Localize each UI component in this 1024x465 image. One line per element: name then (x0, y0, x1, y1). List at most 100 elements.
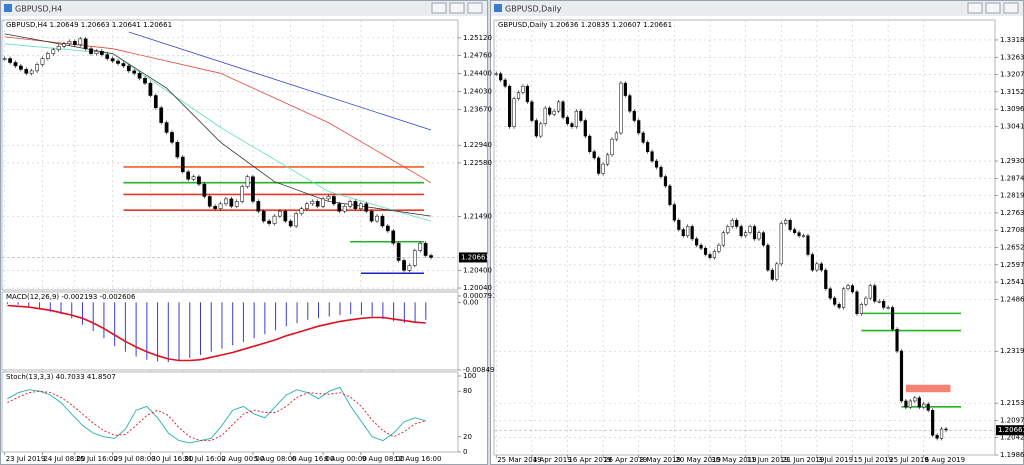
candle (299, 208, 304, 214)
y-tick-label: 1.23195 (1000, 347, 1024, 355)
y-tick-label: -0.00849 (463, 366, 494, 374)
candle (654, 160, 659, 168)
candle (641, 132, 645, 143)
candle (175, 142, 180, 158)
close-button[interactable] (467, 2, 483, 14)
candle (882, 300, 886, 308)
candle (35, 64, 39, 72)
candle (779, 223, 783, 265)
y-tick-label: 1.24400 (463, 69, 492, 77)
candle (828, 288, 832, 299)
y-tick-label: 1.30410 (1000, 122, 1024, 130)
y-tick-label: 1.20420 (1000, 434, 1024, 442)
candle (110, 58, 115, 62)
y-tick-label: 1.26525 (1000, 243, 1024, 251)
y-tick-label: 1.25415 (1000, 278, 1024, 286)
candle (494, 73, 498, 76)
x-tick-label: 29 Jul 08:00 (114, 455, 156, 463)
candle (116, 60, 120, 64)
candle (407, 265, 412, 271)
y-tick-label: 1.33185 (1000, 36, 1024, 44)
candle (864, 297, 868, 305)
y-tick-label: 1.28745 (1000, 174, 1024, 182)
candle (877, 300, 881, 303)
candle (137, 73, 142, 79)
candle (364, 203, 369, 212)
candle (512, 98, 516, 127)
candle (917, 397, 921, 408)
moving-average (4, 33, 432, 217)
candle (126, 65, 131, 72)
y-tick-label: 1.23670 (463, 105, 492, 113)
candle (908, 400, 912, 408)
minimize-button[interactable] (967, 2, 983, 14)
moving-average (128, 31, 432, 131)
x-tick-label: 21 Jun 2019 (782, 456, 824, 464)
y-tick-label: 20 (463, 433, 472, 441)
candle (913, 397, 917, 402)
candle (695, 238, 699, 246)
y-tick-label: 1.20975 (1000, 416, 1024, 424)
candle (677, 219, 681, 230)
window-buttons[interactable] (431, 2, 483, 14)
x-tick-label: 5 Aug 08:00 (254, 455, 297, 463)
x-tick-label: 24 Jul 08:00 (43, 455, 85, 463)
candle (499, 73, 503, 81)
candle (752, 226, 757, 240)
candle (712, 251, 717, 258)
candle (895, 329, 899, 352)
candle (153, 95, 158, 109)
candle (89, 48, 93, 54)
candle (846, 285, 850, 290)
candle (234, 201, 239, 207)
window-title: GBPUSD,H4 (15, 5, 62, 14)
candle (565, 117, 570, 124)
maximize-button[interactable] (449, 2, 465, 14)
y-tick-label: 1.24760 (463, 52, 492, 60)
minimize-button[interactable] (431, 2, 447, 14)
candle (164, 122, 169, 133)
maximize-button[interactable] (985, 2, 1001, 14)
candle (375, 215, 379, 222)
candle (556, 101, 561, 112)
candle (721, 232, 725, 246)
candle (240, 186, 245, 202)
candle (833, 297, 837, 305)
candle (525, 85, 529, 103)
panel (493, 19, 996, 456)
candle (899, 350, 904, 402)
y-tick-label: 80 (463, 387, 472, 395)
x-tick-label: 31 Jul 16:00 (184, 455, 226, 463)
window-buttons[interactable] (967, 2, 1019, 14)
candle (681, 229, 685, 237)
candle (2, 58, 7, 60)
candle (213, 206, 218, 209)
y-tick-label: 1.24030 (463, 88, 492, 96)
candle (380, 215, 385, 227)
y-tick-label: 1.24860 (1000, 295, 1024, 303)
candle (402, 260, 406, 271)
x-tick-label: 26 Apr 2019 (604, 456, 647, 464)
candle (143, 78, 147, 84)
y-tick-label: 1.20400 (463, 266, 492, 274)
candle (748, 226, 752, 233)
candle (348, 201, 352, 207)
candle (353, 201, 358, 209)
close-button[interactable] (1003, 2, 1019, 14)
y-tick-label: 1.22940 (463, 141, 492, 149)
candle (837, 304, 841, 308)
candle (686, 226, 690, 237)
candle (358, 203, 363, 210)
candle (668, 185, 672, 205)
candle (218, 203, 223, 210)
candle (148, 82, 153, 96)
candle (534, 120, 538, 137)
candle (56, 46, 61, 50)
candle (278, 210, 282, 217)
candle (926, 403, 930, 411)
candle (24, 69, 29, 74)
x-tick-label: 15 Jul 2019 (853, 456, 893, 464)
candle (708, 254, 712, 258)
candle (614, 132, 619, 140)
x-tick-label: 6 Aug 16:00 (292, 455, 335, 463)
